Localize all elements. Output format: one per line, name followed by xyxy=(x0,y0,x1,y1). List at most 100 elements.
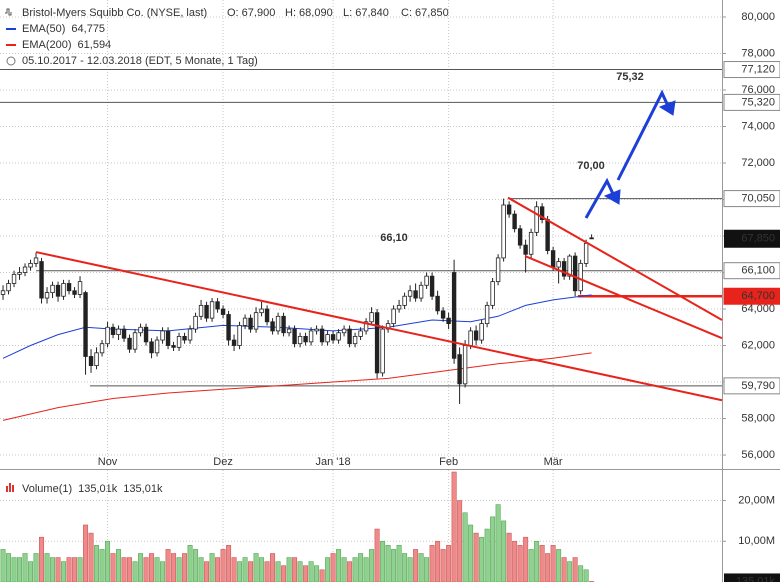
candle-body xyxy=(429,275,435,297)
volume-bar xyxy=(209,553,215,582)
volume-bar xyxy=(336,549,342,582)
candle-body xyxy=(77,281,83,295)
legend-title: Volume(1) xyxy=(22,483,72,495)
volume-bar xyxy=(462,512,468,582)
volume-bar xyxy=(55,557,61,582)
candle-body xyxy=(391,308,396,325)
volume-bar xyxy=(479,536,485,582)
candle-body xyxy=(17,272,22,275)
candle-body xyxy=(561,261,567,277)
volume-bar xyxy=(528,549,534,582)
candle-body xyxy=(275,315,281,332)
candle-body xyxy=(517,228,523,246)
volume-bar xyxy=(264,561,270,582)
volume-bar xyxy=(473,532,479,582)
volume-bar xyxy=(286,557,292,582)
candle-body xyxy=(495,257,501,283)
candle-body xyxy=(66,283,72,292)
candle-body xyxy=(556,261,561,268)
candle-body xyxy=(440,310,446,319)
volume-bar xyxy=(44,553,50,582)
ema-line xyxy=(2,352,592,421)
trendline xyxy=(35,251,723,402)
arrow-head xyxy=(603,189,621,205)
volume-bar xyxy=(523,536,529,582)
candle-body xyxy=(116,328,121,335)
candle-body xyxy=(72,290,77,295)
candle-body xyxy=(105,326,110,345)
x-tick-label: Mär xyxy=(544,456,563,468)
volume-bar xyxy=(517,545,523,582)
volume-bar xyxy=(226,545,232,582)
candle-body xyxy=(138,326,143,334)
volume-bar xyxy=(484,528,490,582)
candle-body xyxy=(523,244,528,255)
volume-bar xyxy=(413,549,419,582)
legend-subtitle: 05.10.2017 - 12.03.2018 (EDT, 5 Monate, … xyxy=(22,55,258,67)
candle-body xyxy=(374,312,380,374)
candle-body xyxy=(501,204,506,259)
candle-body xyxy=(413,290,418,299)
volume-bar xyxy=(352,557,358,582)
volume-bar xyxy=(347,561,353,582)
volume-bar xyxy=(11,557,17,582)
volume-bar xyxy=(578,565,584,582)
y-tick-label: 56,000 xyxy=(741,449,775,461)
volume-bar xyxy=(572,557,578,582)
level-label-box xyxy=(723,61,780,79)
last-volume-box xyxy=(724,573,780,582)
volume-bar xyxy=(220,549,226,582)
candle-body xyxy=(292,328,297,345)
candle-body xyxy=(176,335,182,348)
trendline xyxy=(524,255,723,340)
candle-body xyxy=(341,328,347,334)
volume-bar xyxy=(451,471,457,582)
candle-body xyxy=(88,356,94,367)
candle-body xyxy=(539,206,545,220)
candle-body xyxy=(297,335,303,345)
candle-body xyxy=(369,312,374,323)
legend-quote: O: 67,900 xyxy=(227,7,275,19)
volume-bar xyxy=(198,557,204,582)
level-label-box xyxy=(723,190,780,208)
y-tick-label: 10,00M xyxy=(738,535,775,547)
volume-bar xyxy=(259,557,265,582)
candle-body xyxy=(281,315,286,334)
volume-bar xyxy=(61,561,67,582)
volume-bar xyxy=(105,540,111,582)
forecast-arrows xyxy=(584,89,676,219)
candle-body xyxy=(407,290,413,297)
candle-body xyxy=(110,326,116,335)
volume-bar xyxy=(440,549,446,582)
volume-bar xyxy=(160,561,166,582)
volume-bar xyxy=(22,553,28,582)
candle-body xyxy=(424,275,429,286)
candle-body xyxy=(418,284,424,299)
candle-body xyxy=(314,328,319,332)
candle-body xyxy=(11,273,17,284)
legend-icon xyxy=(6,56,16,66)
volume-bar xyxy=(567,561,573,582)
candle-body xyxy=(451,272,457,359)
y-tick-label: 64,000 xyxy=(741,303,775,315)
candle-body xyxy=(248,317,253,330)
volume-bar xyxy=(314,565,320,582)
volume-bar xyxy=(231,557,237,582)
level-label: 66,100 xyxy=(741,265,775,277)
y-tick-label: 74,000 xyxy=(741,120,775,132)
volume-bar xyxy=(176,557,182,582)
trendline xyxy=(507,196,723,321)
candle-body xyxy=(446,317,451,325)
candle-body xyxy=(462,345,468,385)
volume-bar xyxy=(281,565,287,582)
legend-value: 135,01k xyxy=(123,483,163,495)
volume-bar xyxy=(297,561,303,582)
candle-body xyxy=(347,328,352,345)
volume-bar xyxy=(468,524,474,582)
level-label-box xyxy=(723,377,780,395)
legend-icon xyxy=(5,8,12,16)
volume-bar xyxy=(556,549,562,582)
volume-bar xyxy=(583,569,589,582)
legend-quote: C: 67,850 xyxy=(401,7,449,19)
candle-body xyxy=(61,283,66,297)
